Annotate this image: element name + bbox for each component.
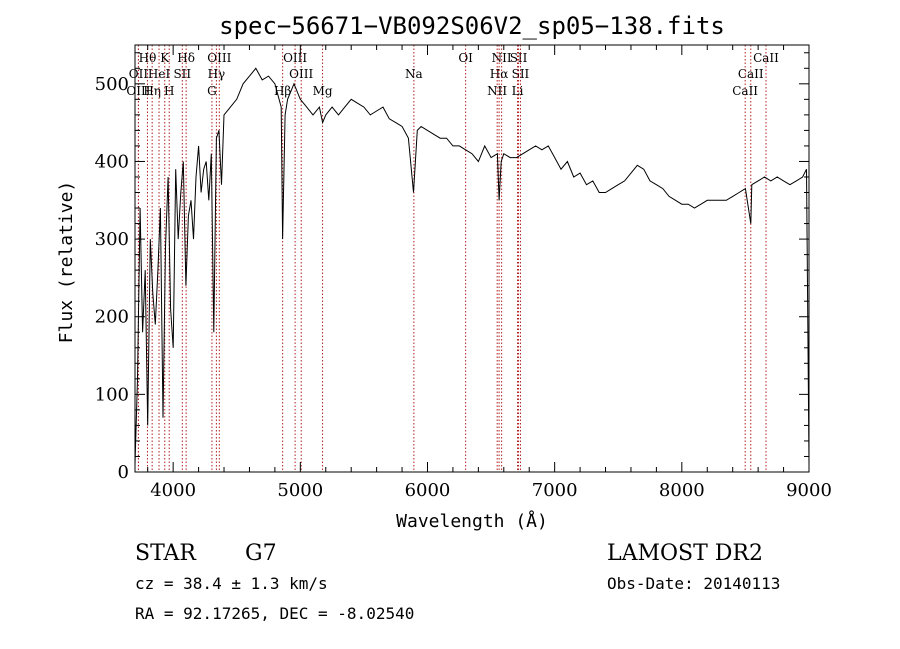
spectral-line-label: Hη — [143, 84, 161, 98]
spectral-line-label: Hα — [490, 67, 509, 81]
spectral-line-label: H — [164, 84, 174, 98]
redshift-readout: cz = 38.4 ± 1.3 km/s — [135, 574, 328, 593]
x-tick-label: 4000 — [150, 480, 196, 501]
spectral-line-label: OIII — [126, 84, 150, 98]
spectral-line-label: K — [160, 51, 170, 65]
spectral-line-label: Mg — [313, 84, 333, 98]
spectral-line-label: NII — [492, 51, 512, 65]
spectral-line-label: G — [207, 84, 217, 98]
x-tick-label: 6000 — [405, 480, 451, 501]
observation-date: Obs-Date: 20140113 — [607, 574, 780, 593]
spectral-line-label: Li — [512, 84, 524, 98]
spectral-line-label: Hθ — [139, 51, 157, 65]
spectral-line-label: OIII — [289, 67, 313, 81]
spectral-line-label: HeI — [148, 67, 171, 81]
spectral-line-label: Hγ — [208, 67, 226, 81]
spectral-line-label: SII — [510, 51, 528, 65]
spectral-line-label: OI — [458, 51, 473, 65]
coordinates-readout: RA = 92.17265, DEC = -8.02540 — [135, 604, 414, 623]
x-tick-label: 8000 — [659, 480, 705, 501]
spectral-line-label: Hδ — [177, 51, 195, 65]
y-tick-label: 300 — [95, 229, 129, 250]
object-subclass: G7 — [245, 541, 277, 566]
spectral-line-label: SII — [512, 67, 530, 81]
spectral-line-label: OIII — [207, 51, 231, 65]
y-tick-label: 200 — [95, 307, 129, 328]
y-tick-label: 0 — [118, 462, 129, 483]
x-tick-label: 5000 — [277, 480, 323, 501]
x-axis-label: Wavelength (Å) — [396, 510, 548, 532]
y-tick-label: 400 — [95, 151, 129, 172]
y-axis: 0 100 200 300 400 500 — [95, 52, 809, 483]
spectrum-series-line — [134, 67, 810, 465]
survey-name: LAMOST DR2 — [607, 541, 763, 566]
object-class: STAR — [135, 541, 197, 566]
y-tick-label: 500 — [95, 74, 129, 95]
x-axis: 4000 5000 6000 7000 8000 9000 — [147, 45, 832, 501]
spectral-line-label: Na — [405, 67, 423, 81]
x-tick-label: 7000 — [532, 480, 578, 501]
spectral-line-label: NII — [487, 84, 507, 98]
spectral-line-label: CaII — [753, 51, 779, 65]
y-tick-label: 100 — [95, 384, 129, 405]
spectral-line-label: CaII — [732, 84, 758, 98]
spectral-line-label: SII — [173, 67, 191, 81]
chart-title: spec−56671−VB092S06V2_sp05−138.fits — [219, 12, 725, 40]
x-tick-label: 9000 — [786, 480, 832, 501]
plot-frame — [134, 44, 810, 473]
spectral-line-label: OIII — [283, 51, 307, 65]
spectral-line-label: CaII — [738, 67, 764, 81]
y-axis-label: Flux (relative) — [56, 181, 77, 344]
